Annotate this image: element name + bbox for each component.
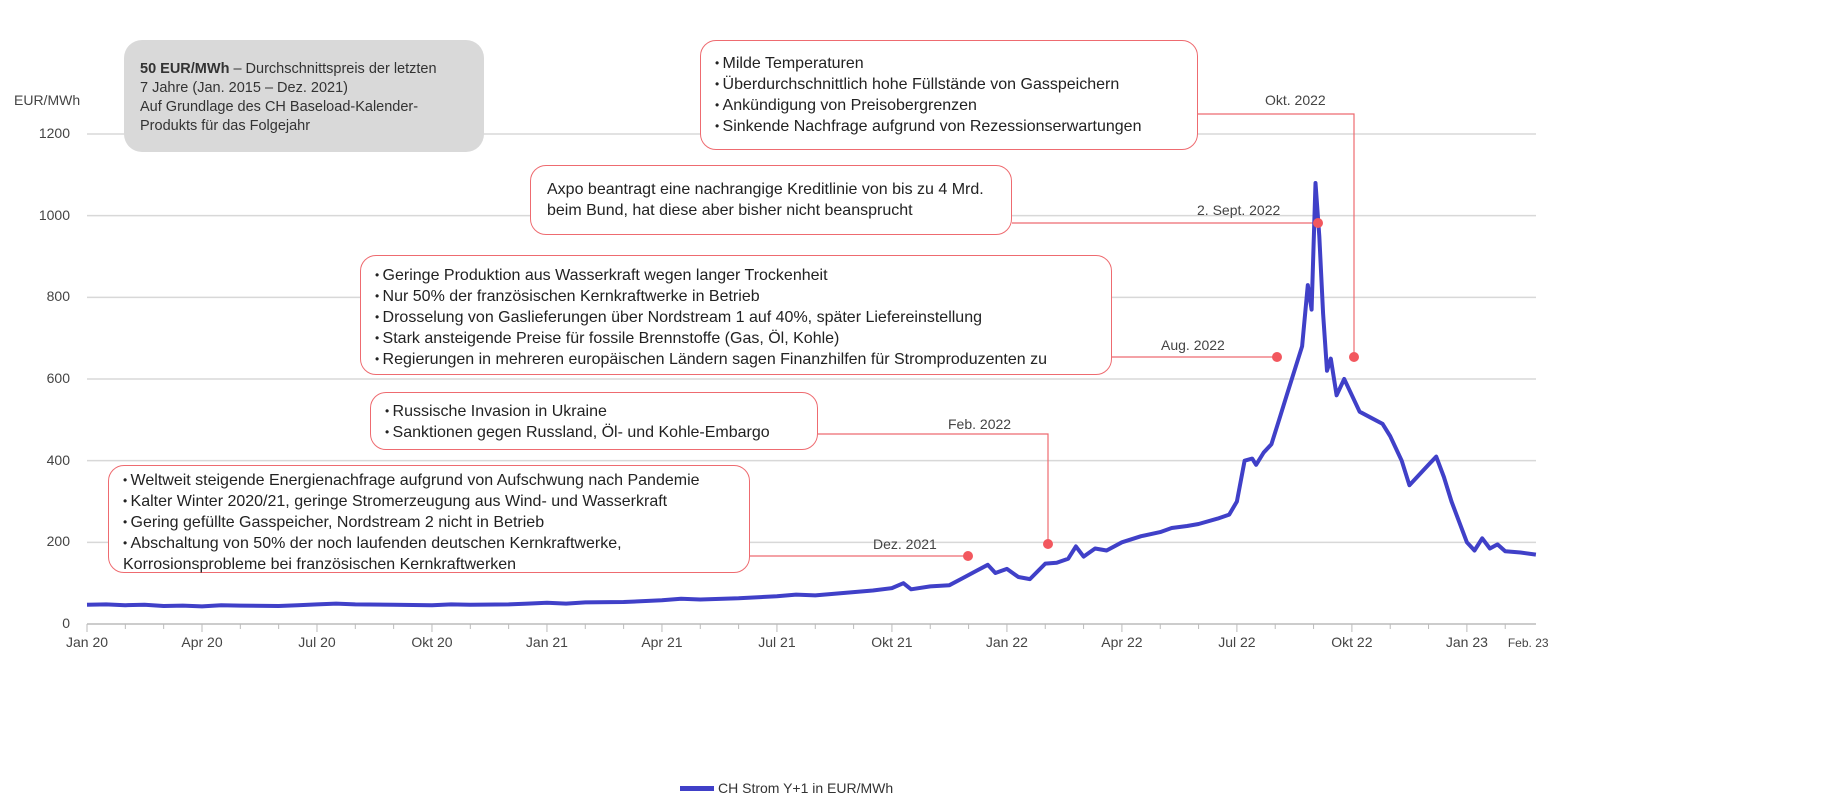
x-tick-label: Okt 20	[411, 634, 453, 650]
event-label-sept-2022: 2. Sept. 2022	[1197, 202, 1281, 218]
x-tick-label: Jul 22	[1218, 634, 1256, 650]
annotation-text: Axpo beantragt eine nachrangige Kreditli…	[547, 181, 984, 198]
annotation-bullet: Geringe Produktion aus Wasserkraft wegen…	[375, 265, 1097, 286]
summary-text: 7 Jahre (Jan. 2015 – Dez. 2021)	[140, 80, 348, 96]
x-tick-label: Apr 22	[1101, 634, 1143, 650]
average-price-value: 50 EUR/MWh	[140, 61, 230, 77]
x-axis-ticks	[86, 624, 1506, 632]
annotation-bullet: Kalter Winter 2020/21, geringe Stromerze…	[123, 491, 735, 512]
annotation-bullet: Ankündigung von Preisobergrenzen	[715, 95, 1183, 116]
legend-label: CH Strom Y+1 in EUR/MWh	[718, 780, 894, 796]
average-price-box: 50 EUR/MWh – Durchschnittspreis der letz…	[124, 40, 484, 152]
legend-swatch	[680, 785, 714, 791]
annotation-box-okt-2022: Milde Temperaturen Überdurchschnittlich …	[700, 40, 1198, 150]
event-dot-feb-2022	[1043, 539, 1053, 549]
series-line-ch-strom	[86, 181, 1537, 609]
x-tick-label: Feb. 23	[1507, 636, 1549, 650]
connector-okt-2022	[1198, 113, 1355, 357]
summary-text: Auf Grundlage des CH Baseload-Kalender-	[140, 99, 419, 115]
annotation-bullet: Regierungen in mehreren europäischen Län…	[375, 349, 1097, 370]
event-label-dez-2021: Dez. 2021	[873, 536, 937, 552]
annotation-bullet: Sanktionen gegen Russland, Öl- und Kohle…	[385, 422, 803, 443]
x-tick-label: Apr 21	[641, 634, 683, 650]
x-tick-label: Jan 22	[985, 634, 1028, 650]
event-label-aug-2022: Aug. 2022	[1161, 337, 1225, 353]
x-tick-label: Jan 23	[1445, 634, 1488, 650]
x-tick-label: Okt 21	[871, 634, 913, 650]
event-dot-dez-2021	[963, 551, 973, 561]
annotation-text: beim Bund, hat diese aber bisher nicht b…	[547, 202, 913, 219]
event-dot-okt-2022	[1349, 352, 1359, 362]
y-tick-label: 200	[46, 533, 70, 550]
x-tick-label: Jan 20	[65, 634, 109, 650]
chart-legend: CH Strom Y+1 in EUR/MWh	[680, 780, 893, 796]
event-label-feb-2022: Feb. 2022	[948, 416, 1012, 432]
x-tick-label: Jul 20	[298, 634, 336, 650]
annotation-box-feb-2022: Russische Invasion in Ukraine Sanktionen…	[370, 392, 818, 450]
annotation-connectors	[750, 113, 1355, 557]
annotation-bullet: Gering gefüllte Gasspeicher, Nordstream …	[123, 512, 735, 533]
annotation-box-dez-2021: Weltweit steigende Energienachfrage aufg…	[108, 465, 750, 573]
y-tick-label: 1200	[38, 125, 70, 141]
annotation-bullet: Weltweit steigende Energienachfrage aufg…	[123, 470, 735, 491]
x-tick-label: Okt 22	[1331, 634, 1373, 650]
y-tick-label: 400	[46, 451, 70, 468]
annotation-bullet: Drosselung von Gaslieferungen über Nords…	[375, 307, 1097, 328]
annotation-bullet: Russische Invasion in Ukraine	[385, 401, 803, 422]
annotation-bullet: Überdurchschnittlich hohe Füllstände von…	[715, 74, 1183, 95]
y-tick-label: 800	[46, 288, 70, 305]
connector-feb-2022	[818, 433, 1049, 544]
y-tick-label: 1000	[38, 206, 70, 223]
annotation-bullet: Sinkende Nachfrage aufgrund von Rezessio…	[715, 116, 1183, 137]
x-tick-label: Jul 21	[758, 634, 796, 650]
annotation-bullet: Nur 50% der französischen Kernkraftwerke…	[375, 286, 1097, 307]
event-label-okt-2022: Okt. 2022	[1265, 92, 1326, 108]
summary-text: Produkts für das Folgejahr	[140, 118, 311, 134]
annotation-bullet: Milde Temperaturen	[715, 53, 1183, 74]
x-tick-label: Apr 20	[181, 634, 223, 650]
summary-text: – Durchschnittspreis der letzten	[229, 61, 437, 77]
event-dot-aug-2022	[1272, 352, 1282, 362]
annotation-box-sept-2022: Axpo beantragt eine nachrangige Kreditli…	[530, 165, 1012, 235]
annotation-bullet: Stark ansteigende Preise für fossile Bre…	[375, 328, 1097, 349]
y-tick-label: 0	[62, 615, 70, 631]
annotation-bullet: Abschaltung von 50% der noch laufenden d…	[123, 533, 735, 575]
x-tick-label: Jan 21	[525, 634, 568, 650]
event-dot-sept-2022	[1313, 218, 1323, 228]
y-tick-label: 600	[46, 370, 70, 386]
annotation-box-aug-2022: Geringe Produktion aus Wasserkraft wegen…	[360, 255, 1112, 375]
y-axis-label: EUR/MWh	[14, 92, 81, 108]
event-dots	[963, 218, 1359, 561]
